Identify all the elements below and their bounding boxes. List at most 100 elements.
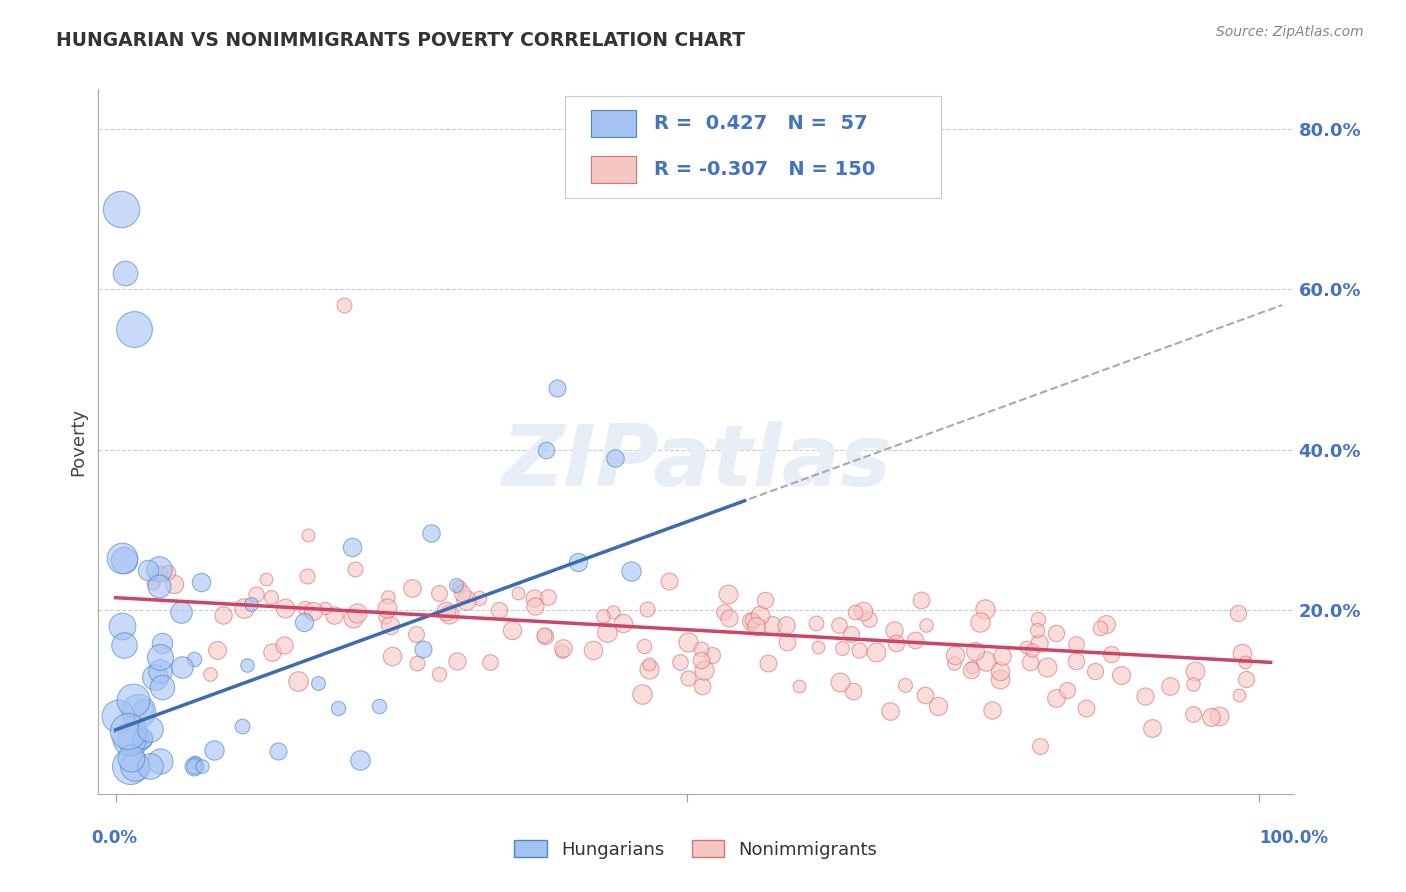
- Point: [148, 579, 170, 593]
- Point: [479, 655, 502, 669]
- Point: [702, 648, 724, 662]
- Point: [636, 602, 658, 616]
- Point: [377, 591, 399, 605]
- Point: [107, 709, 129, 723]
- Point: [893, 677, 915, 691]
- Point: [693, 663, 716, 677]
- Point: [131, 731, 153, 746]
- Point: [1019, 655, 1042, 669]
- Point: [754, 593, 776, 607]
- Point: [690, 641, 713, 656]
- Point: [1233, 656, 1256, 670]
- Point: [1095, 617, 1118, 632]
- Point: [1045, 690, 1067, 705]
- Point: [1035, 660, 1057, 674]
- Point: [449, 580, 471, 594]
- Point: [183, 756, 205, 770]
- Point: [1028, 636, 1050, 650]
- Point: [254, 572, 277, 586]
- Point: [501, 623, 523, 637]
- Point: [231, 719, 253, 733]
- Point: [260, 645, 283, 659]
- Y-axis label: Poverty: Poverty: [69, 408, 87, 475]
- Point: [273, 638, 295, 652]
- Text: 0.0%: 0.0%: [91, 829, 138, 847]
- Point: [633, 640, 655, 654]
- Point: [533, 628, 555, 642]
- Point: [444, 578, 467, 592]
- Point: [1159, 679, 1181, 693]
- Point: [1208, 709, 1230, 723]
- Point: [740, 614, 762, 628]
- Point: [122, 693, 145, 707]
- Point: [333, 298, 356, 312]
- Point: [190, 759, 212, 773]
- Point: [713, 605, 735, 619]
- Point: [828, 674, 851, 689]
- FancyBboxPatch shape: [591, 111, 637, 137]
- Point: [669, 655, 692, 669]
- Point: [114, 266, 136, 280]
- Point: [454, 592, 477, 607]
- Point: [274, 601, 297, 615]
- Point: [1184, 664, 1206, 678]
- Point: [988, 664, 1011, 678]
- Point: [904, 632, 927, 647]
- Point: [183, 759, 205, 773]
- Point: [745, 619, 768, 633]
- FancyBboxPatch shape: [591, 156, 637, 183]
- Point: [368, 699, 391, 714]
- Point: [150, 635, 173, 649]
- Text: HUNGARIAN VS NONIMMIGRANTS POVERTY CORRELATION CHART: HUNGARIAN VS NONIMMIGRANTS POVERTY CORRE…: [56, 31, 745, 50]
- Point: [1181, 706, 1204, 721]
- Point: [150, 681, 173, 695]
- Point: [114, 639, 136, 653]
- Point: [183, 759, 205, 773]
- Point: [852, 604, 875, 618]
- Point: [1099, 648, 1122, 662]
- Point: [375, 600, 398, 615]
- Point: [468, 591, 491, 606]
- Point: [139, 759, 162, 773]
- Point: [111, 618, 134, 632]
- Point: [1088, 621, 1111, 635]
- Point: [405, 627, 427, 641]
- Point: [884, 635, 907, 649]
- Point: [974, 654, 997, 668]
- Text: R =  0.427   N =  57: R = 0.427 N = 57: [654, 114, 868, 133]
- Point: [412, 641, 434, 656]
- Point: [741, 613, 763, 627]
- Point: [149, 664, 172, 678]
- Point: [914, 618, 936, 632]
- Point: [1084, 664, 1107, 678]
- Point: [157, 565, 180, 579]
- Point: [914, 688, 936, 702]
- Point: [523, 591, 546, 605]
- Point: [142, 575, 165, 590]
- Point: [374, 610, 396, 624]
- Point: [307, 676, 329, 690]
- Point: [748, 608, 770, 623]
- Point: [844, 605, 866, 619]
- Point: [342, 541, 364, 555]
- Point: [638, 657, 661, 671]
- Point: [420, 526, 443, 541]
- Point: [963, 644, 986, 658]
- Point: [988, 673, 1011, 687]
- Point: [427, 666, 450, 681]
- Point: [139, 722, 162, 736]
- Point: [534, 629, 557, 643]
- Point: [842, 684, 865, 698]
- Point: [506, 586, 529, 600]
- Point: [124, 759, 146, 773]
- Point: [690, 679, 713, 693]
- Point: [1140, 722, 1163, 736]
- Point: [974, 602, 997, 616]
- Point: [488, 602, 510, 616]
- FancyBboxPatch shape: [565, 96, 941, 198]
- Point: [1056, 683, 1078, 698]
- Point: [127, 704, 149, 718]
- Point: [121, 732, 143, 747]
- Point: [980, 703, 1002, 717]
- Point: [612, 616, 634, 631]
